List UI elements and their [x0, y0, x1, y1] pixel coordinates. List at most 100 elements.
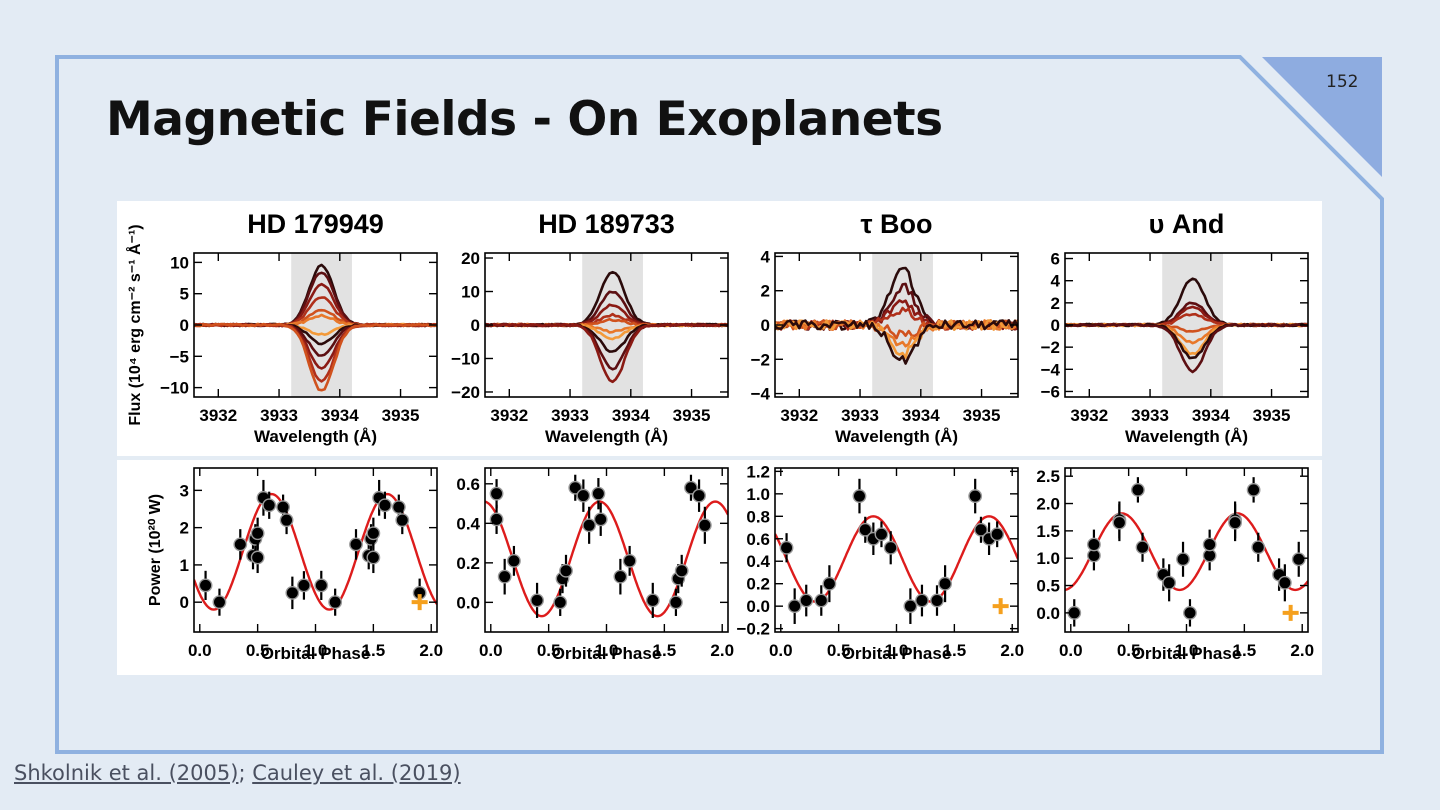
- y-tick-label: 1.2: [746, 462, 770, 481]
- x-tick-label: 0.5: [246, 641, 270, 660]
- x-tick-label: 3933: [1131, 406, 1169, 425]
- x-tick-label: 1.0: [1175, 641, 1199, 660]
- x-tick-label: 0.0: [1059, 641, 1083, 660]
- x-tick-label: 1.5: [1233, 641, 1257, 660]
- x-tick-label: 3933: [260, 406, 298, 425]
- data-point: [212, 595, 227, 610]
- data-point: [1135, 540, 1150, 555]
- data-point: [297, 578, 311, 593]
- y-tick-label: 0: [761, 316, 770, 335]
- data-point: [507, 553, 521, 568]
- data-point: [328, 595, 343, 610]
- x-tick-label: 0.5: [1117, 641, 1141, 660]
- data-point: [883, 540, 898, 555]
- x-tick-label: 0.0: [769, 641, 793, 660]
- y-tick-label: 10: [170, 253, 189, 272]
- y-tick-label: −10: [451, 349, 480, 368]
- x-tick-label: 3933: [841, 406, 879, 425]
- x-tick-label: 1.5: [362, 641, 386, 660]
- data-point: [1112, 515, 1127, 530]
- x-axis-label: Orbital Phase: [261, 644, 371, 663]
- y-tick-label: 4: [761, 247, 771, 266]
- x-tick-label: 0.5: [537, 641, 561, 660]
- data-point: [674, 563, 689, 578]
- citations: Shkolnik et al. (2005); Cauley et al. (2…: [14, 761, 461, 785]
- y-axis-label: Flux (10⁴ erg cm⁻² s⁻¹ Å⁻¹): [125, 224, 144, 425]
- data-point: [874, 527, 889, 542]
- spectrum-line: [485, 322, 728, 384]
- panel-title: τ Boo: [860, 209, 932, 239]
- spectra-lines: [775, 266, 1018, 365]
- y-tick-label: 0.5: [1036, 577, 1060, 596]
- y-tick-label: −6: [1041, 382, 1060, 401]
- y-tick-label: 0: [471, 316, 480, 335]
- citation-link-cauley[interactable]: Cauley et al. (2019): [252, 761, 461, 785]
- slide-number: 152: [1326, 72, 1359, 92]
- x-tick-label: 3932: [490, 406, 528, 425]
- spectrum-line: [775, 319, 1018, 365]
- data-point: [1246, 482, 1261, 497]
- x-tick-label: 3935: [673, 406, 711, 425]
- spectra-lines: [1065, 277, 1308, 374]
- data-point: [622, 553, 637, 568]
- x-axis-label: Orbital Phase: [552, 644, 662, 663]
- plot-frame: [193, 467, 438, 633]
- spectra-lines: [194, 263, 437, 392]
- x-tick-label: 3934: [902, 406, 940, 425]
- data-point: [1228, 515, 1243, 530]
- x-tick-label: 3932: [780, 406, 818, 425]
- y-tick-label: 0.2: [746, 575, 770, 594]
- y-tick-label: −20: [451, 383, 480, 402]
- spectra-lines: [485, 270, 728, 384]
- x-tick-label: 3932: [199, 406, 237, 425]
- y-tick-label: 3: [180, 481, 189, 500]
- x-tick-label: 3935: [382, 406, 420, 425]
- citation-link-shkolnik[interactable]: Shkolnik et al. (2005): [14, 761, 239, 785]
- data-point: [858, 522, 873, 537]
- y-tick-label: 20: [461, 249, 480, 268]
- y-tick-label: 1.0: [1036, 549, 1060, 568]
- data-point: [787, 599, 802, 614]
- y-tick-label: 2.5: [1036, 467, 1060, 486]
- data-point: [576, 488, 591, 503]
- x-tick-label: 3934: [1192, 406, 1230, 425]
- data-point: [779, 540, 794, 555]
- data-point: [285, 585, 300, 600]
- y-tick-label: 0.0: [456, 593, 480, 612]
- y-tick-label: 0.2: [456, 554, 480, 573]
- x-tick-label: 3935: [963, 406, 1001, 425]
- plus-marker: [411, 594, 428, 611]
- data-point: [930, 593, 944, 608]
- data-point: [530, 593, 544, 608]
- x-tick-label: 2.0: [710, 641, 734, 660]
- data-point: [349, 537, 363, 552]
- y-tick-label: 0: [180, 316, 189, 335]
- corner-fold: [1262, 57, 1382, 177]
- fit-curve: [485, 500, 728, 618]
- panel-title: υ And: [1149, 209, 1225, 239]
- y-tick-label: −2: [1041, 338, 1060, 357]
- data-point: [395, 513, 410, 528]
- data-point: [233, 537, 248, 552]
- data-point: [568, 480, 583, 495]
- data-point: [198, 578, 213, 593]
- data-point: [1162, 575, 1177, 590]
- data-point: [250, 526, 265, 541]
- y-tick-label: −10: [160, 379, 189, 398]
- y-tick-label: −2: [751, 350, 770, 369]
- data-point: [990, 527, 1005, 542]
- highlight-band: [291, 253, 352, 397]
- data-point: [1087, 537, 1101, 552]
- slide-title: Magnetic Fields - On Exoplanets: [106, 92, 943, 147]
- data-point: [697, 518, 712, 533]
- y-tick-label: 10: [461, 283, 480, 302]
- data-point: [593, 512, 608, 527]
- data-point: [938, 576, 952, 591]
- x-tick-label: 1.5: [943, 641, 967, 660]
- y-tick-label: 1.0: [746, 485, 770, 504]
- data-point: [559, 563, 573, 578]
- y-tick-label: 0: [1051, 316, 1060, 335]
- data-point: [692, 488, 706, 503]
- x-tick-label: 3932: [1070, 406, 1108, 425]
- data-point: [645, 593, 660, 608]
